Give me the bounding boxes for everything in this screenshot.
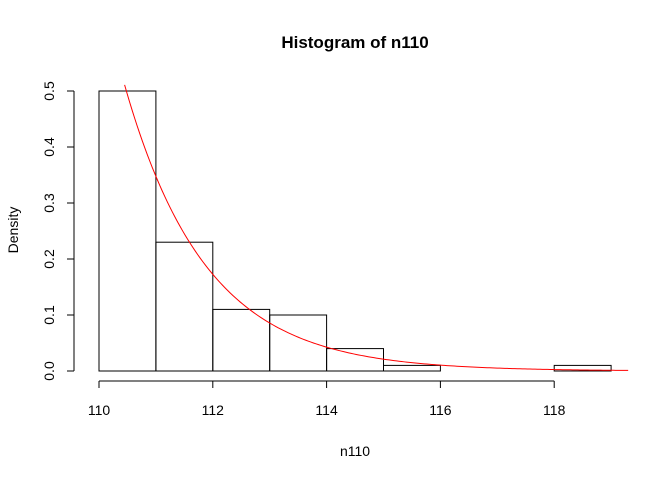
- histogram-bars: [98, 90, 612, 372]
- x-tick-label-116: 116: [429, 402, 452, 418]
- x-axis-label: n110: [340, 443, 370, 459]
- density-curve: [124, 84, 629, 371]
- x-tick-label-110: 110: [88, 402, 111, 418]
- histogram-bar-113-114: [269, 314, 328, 372]
- y-tick-label-0.3: 0.3: [41, 193, 57, 213]
- histogram-bar-118-119: [553, 364, 612, 372]
- histogram-bar-110-111: [98, 90, 157, 372]
- y-tick-label-0.0: 0.0: [41, 361, 57, 381]
- y-axis-label: Density: [5, 207, 21, 254]
- chart-title: Histogram of n110: [281, 33, 428, 52]
- y-axis: 0.0 0.1 0.2 0.3 0.4 0.5: [41, 81, 75, 381]
- x-tick-label-114: 114: [315, 402, 338, 418]
- histogram-bar-111-112: [155, 241, 214, 372]
- x-tick-label-112: 112: [202, 402, 225, 418]
- histogram-bar-115-116: [383, 364, 441, 372]
- x-axis: 110 112 114 116 118: [88, 380, 566, 418]
- y-tick-label-0.4: 0.4: [41, 137, 57, 157]
- density-curve-layer: [124, 84, 629, 371]
- y-tick-label-0.2: 0.2: [41, 249, 57, 269]
- histogram-bar-112-113: [212, 308, 271, 372]
- y-tick-label-0.1: 0.1: [41, 305, 57, 325]
- histogram-bar-114-115: [326, 348, 385, 372]
- y-tick-label-0.5: 0.5: [41, 81, 57, 101]
- x-tick-label-118: 118: [543, 402, 566, 418]
